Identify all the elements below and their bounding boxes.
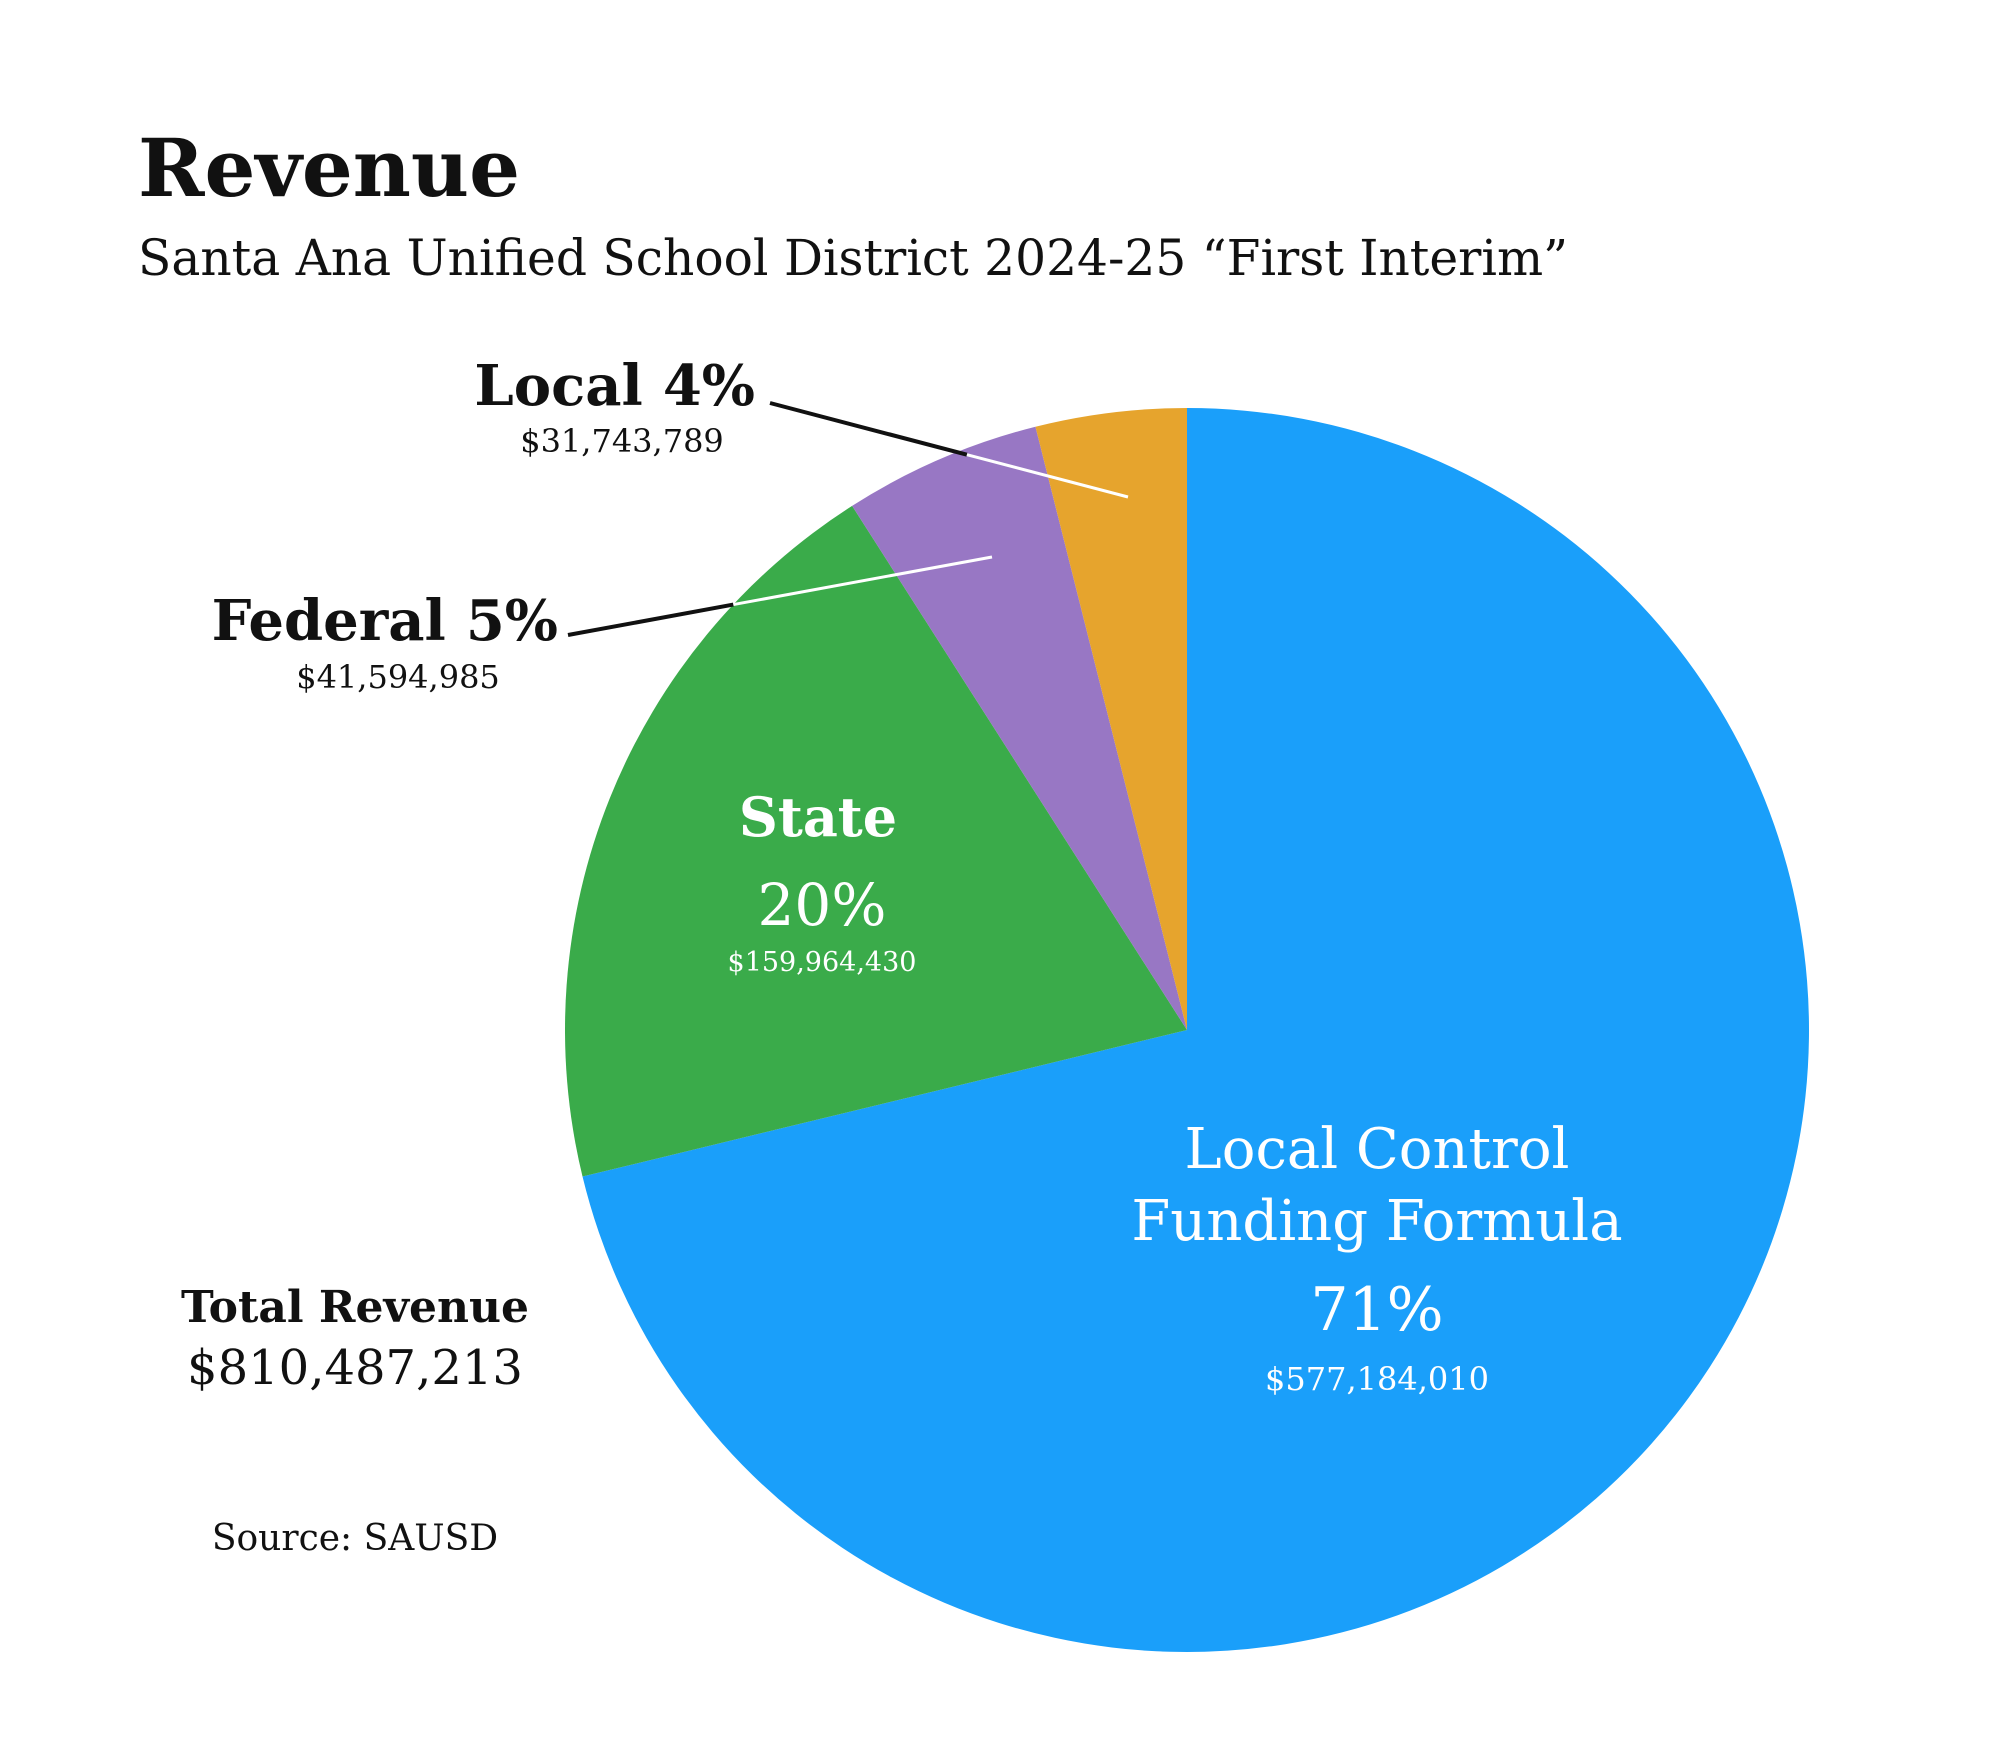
total-revenue-label: Total Revenue [181,1282,529,1333]
slice-federal [852,426,1187,1030]
chart-subtitle: Santa Ana Unified School District 2024-2… [138,229,1568,287]
slice-percent-lcff: 71% [1310,1275,1443,1345]
leader-federal-inner [733,555,993,607]
slice-value-state: $159,964,430 [728,947,917,978]
slice-state [565,505,1187,1177]
leader-federal-outer [567,602,734,637]
slice-value-lcff: $577,184,010 [1265,1360,1489,1398]
slice-label-federal: Federal 5% [212,588,558,654]
slice-percent-state: 20% [758,871,887,939]
chart-title: Revenue [138,121,520,215]
total-revenue-value: $810,487,213 [187,1340,523,1396]
slice-value-federal: $41,594,985 [296,658,500,696]
source-note: Source: SAUSD [212,1518,498,1559]
slice-label-lcff-line1: Local Control [1185,1117,1570,1182]
slice-label-state: State [739,785,897,849]
slice-lcff [582,408,1810,1652]
leader-lines [567,401,1129,637]
slice-label-lcff-line2: Funding Formula [1131,1189,1622,1254]
slice-local [1035,408,1187,1030]
slice-value-local: $31,743,789 [520,422,724,460]
leader-local-outer [769,401,968,457]
slice-label-local: Local 4% [474,353,755,419]
leader-local-inner [966,453,1129,499]
pie-slices [565,408,1810,1652]
